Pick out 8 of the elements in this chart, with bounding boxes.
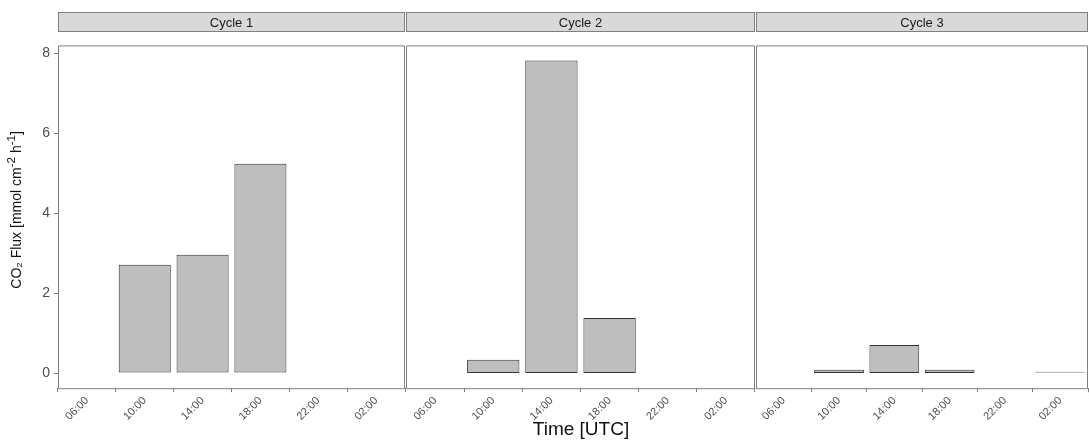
y-tick-label: 2 — [42, 283, 51, 300]
y-tick-label: 0 — [42, 363, 51, 380]
chart-title: Cycle 3 — [756, 12, 1088, 32]
y-tick-label: 6 — [42, 124, 51, 141]
y-tick-label: 4 — [42, 204, 51, 221]
chart-title: Cycle 1 — [58, 12, 405, 32]
y-tick-label: 8 — [42, 44, 51, 61]
chart-title: Cycle 2 — [406, 12, 755, 32]
